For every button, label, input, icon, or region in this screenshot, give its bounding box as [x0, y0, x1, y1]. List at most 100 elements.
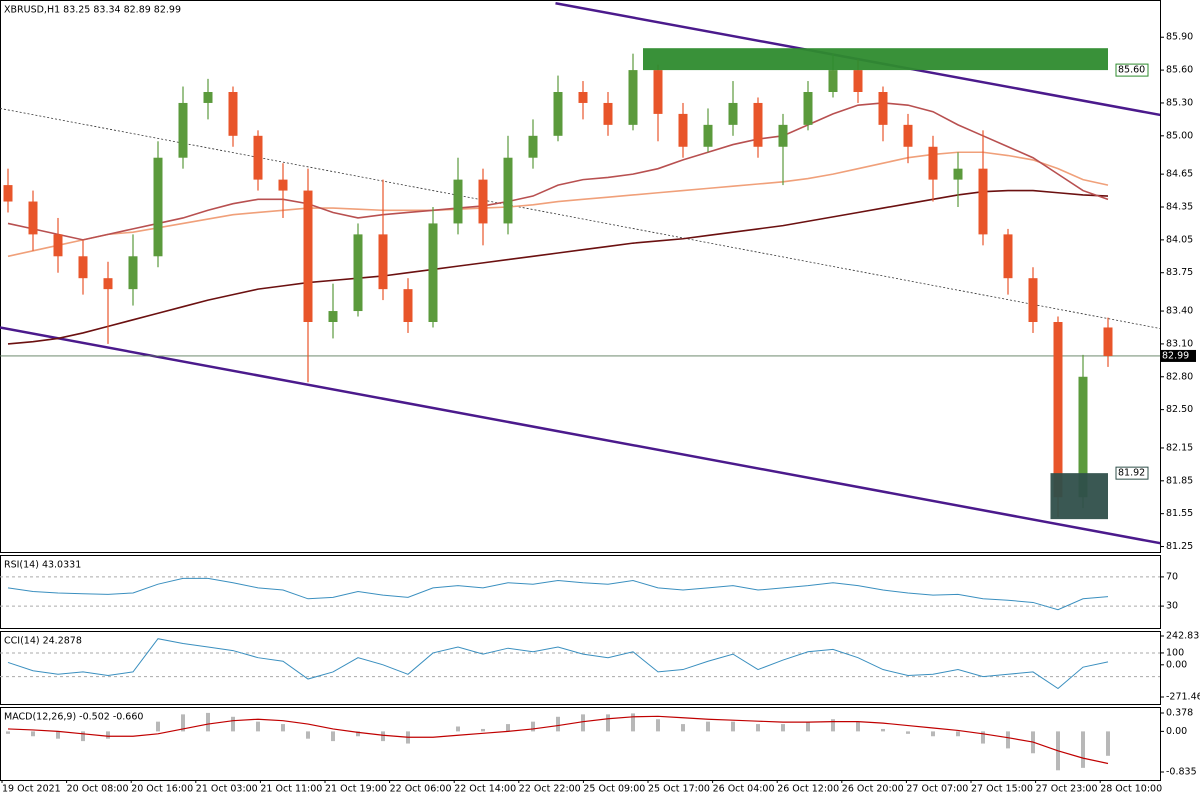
x-tick-label: 21 Oct 03:00	[196, 784, 258, 795]
histogram-bar	[156, 721, 160, 732]
x-tick-label: 27 Oct 07:00	[906, 784, 968, 795]
candle-body	[1003, 234, 1013, 279]
candle-body	[478, 179, 488, 224]
y-tick-label: 85.00	[1166, 130, 1193, 141]
panel-title: RSI(14) 43.0331	[4, 560, 81, 571]
y-tick-label: 81.55	[1166, 508, 1193, 519]
x-tick-label: 26 Oct 20:00	[842, 784, 904, 795]
histogram-bar	[231, 716, 235, 732]
candle-body	[678, 113, 688, 147]
histogram-bar	[106, 731, 110, 739]
panel-frame	[0, 555, 1161, 629]
candle-body	[128, 256, 138, 290]
candle-body	[28, 201, 38, 235]
zone-label-box	[1115, 63, 1149, 77]
histogram-bar	[581, 714, 585, 732]
candle-body	[903, 124, 913, 147]
candle-body	[178, 102, 188, 158]
histogram-bar	[31, 731, 35, 737]
histogram-bar	[256, 721, 260, 732]
trend-line-dashed	[0, 108, 1160, 329]
moving-average	[7, 102, 1109, 241]
candle-body	[928, 146, 938, 180]
histogram-bar	[981, 731, 985, 744]
y-tick-label: 85.60	[1166, 65, 1193, 76]
histogram-bar	[931, 731, 935, 737]
histogram-bar	[756, 724, 760, 732]
candle-body	[578, 92, 588, 103]
y-tick-label: 85.30	[1166, 97, 1193, 108]
y-tick-label: 242.8361	[1166, 631, 1200, 642]
candle-body	[978, 168, 988, 235]
histogram-bar	[306, 731, 310, 739]
panel-frame	[0, 707, 1161, 781]
histogram-bar	[481, 728, 485, 732]
channel-line	[0, 326, 1160, 545]
x-tick-label: 22 Oct 06:00	[390, 784, 452, 795]
panel-plot	[0, 576, 1160, 611]
zone-label: 81.92	[1118, 468, 1145, 479]
histogram-bar	[631, 713, 635, 732]
candle-body	[328, 311, 338, 322]
y-tick-label: 0.00	[1166, 659, 1187, 670]
histogram-bar	[856, 721, 860, 732]
histogram-bar	[281, 724, 285, 732]
histogram-bar	[831, 719, 835, 732]
zone	[643, 48, 1108, 71]
panel-title: XBRUSD,H1 83.25 83.34 82.89 82.99	[4, 5, 181, 16]
indicator-line	[7, 638, 1109, 690]
histogram-bar	[656, 719, 660, 732]
zone	[1050, 473, 1108, 520]
x-tick-label: 21 Oct 11:00	[260, 784, 322, 795]
y-tick-label: 30	[1166, 601, 1178, 612]
candle-body	[353, 234, 363, 312]
histogram-bar	[1106, 731, 1110, 756]
y-tick-label: 83.40	[1166, 306, 1193, 317]
histogram-bar	[781, 724, 785, 732]
candle-body	[1028, 278, 1038, 322]
histogram-bar	[1006, 731, 1010, 749]
y-tick-label: 82.80	[1166, 371, 1193, 382]
y-tick-label: 0.00	[1166, 726, 1187, 737]
y-tick-label: 81.85	[1166, 475, 1193, 486]
histogram-bar	[706, 721, 710, 732]
histogram-bar	[906, 731, 910, 734]
x-tick-label: 27 Oct 15:00	[971, 784, 1033, 795]
histogram-bar	[1081, 731, 1085, 768]
y-tick-label: 100	[1166, 647, 1184, 658]
candle-body	[1078, 376, 1088, 498]
histogram-bar	[356, 731, 360, 737]
candle-body	[728, 102, 738, 125]
candle-body	[403, 289, 413, 322]
candle-body	[803, 92, 813, 125]
histogram-bar	[331, 731, 335, 742]
y-tick-label: 82.50	[1166, 404, 1193, 415]
histogram-bar	[531, 721, 535, 732]
histogram-bar	[506, 724, 510, 732]
moving-average	[7, 189, 1109, 345]
moving-average	[7, 151, 1109, 258]
x-tick-label: 21 Oct 19:00	[325, 784, 387, 795]
candle-body	[3, 185, 13, 202]
histogram-bar	[681, 724, 685, 732]
histogram-bar	[806, 721, 810, 732]
y-tick-label: 0.378	[1166, 708, 1193, 719]
histogram-bar	[381, 731, 385, 742]
candle-body	[228, 92, 238, 136]
x-tick-label: 26 Oct 12:00	[777, 784, 839, 795]
panel-plot	[0, 2, 1160, 545]
candle-body	[553, 92, 563, 136]
x-tick-label: 26 Oct 04:00	[713, 784, 775, 795]
x-tick-label: 28 Oct 10:00	[1100, 784, 1162, 795]
x-tick-label: 25 Oct 17:00	[648, 784, 710, 795]
y-tick-label: -271.467	[1166, 692, 1200, 703]
candle-body	[528, 135, 538, 158]
price-label-box	[1160, 349, 1196, 362]
panel-frame	[0, 0, 1161, 553]
zone-label: 85.60	[1118, 65, 1145, 76]
histogram-bar	[731, 721, 735, 732]
candle-body	[953, 168, 963, 180]
candle-body	[303, 190, 313, 322]
x-tick-label: 25 Oct 09:00	[583, 784, 645, 795]
